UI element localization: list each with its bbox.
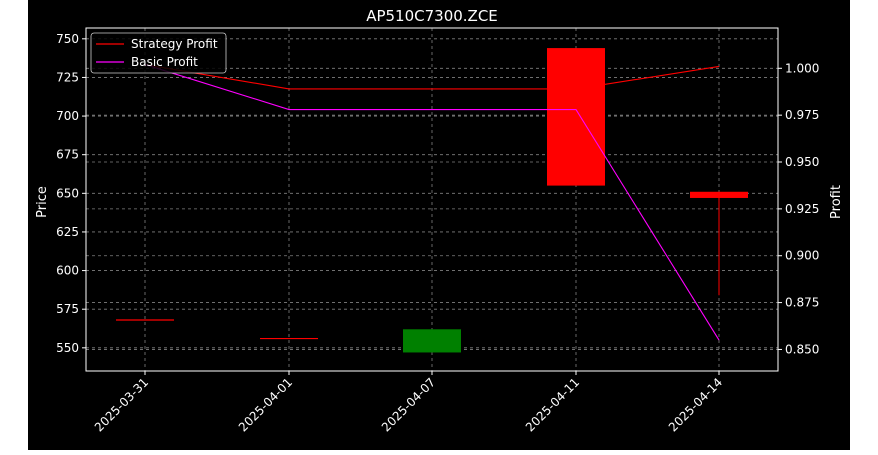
chart-title: AP510C7300.ZCE (366, 7, 498, 25)
grid (86, 28, 778, 371)
left-tick-label: 600 (56, 264, 79, 278)
right-tick-label: 1.000 (785, 61, 819, 75)
profit-lines (144, 64, 720, 341)
left-tick-label: 675 (56, 148, 79, 162)
series-line-1 (144, 64, 720, 341)
right-tick-label: 0.950 (785, 155, 819, 169)
left-tick-label: 650 (56, 186, 79, 200)
right-axis-label: Profit (829, 185, 844, 219)
right-tick-label: 0.975 (785, 108, 819, 122)
series-line-0 (144, 64, 720, 90)
figure-background (28, 0, 850, 450)
left-tick-label: 575 (56, 302, 79, 316)
left-tick-label: 700 (56, 109, 79, 123)
candle-body (547, 48, 605, 186)
legend-box (90, 32, 227, 74)
left-tick-label: 750 (56, 32, 79, 46)
legend: Strategy Profit Basic Profit (90, 32, 227, 74)
right-tick-label: 0.850 (785, 342, 819, 356)
left-axis-label: Price (35, 186, 50, 218)
right-tick-label: 0.925 (785, 202, 819, 216)
left-tick-label: 625 (56, 225, 79, 239)
candle-body (403, 329, 461, 353)
candles (116, 48, 748, 353)
legend-label: Basic Profit (131, 55, 198, 69)
right-tick-label: 0.900 (785, 249, 819, 263)
left-tick-label: 725 (56, 70, 79, 84)
candle-body (690, 191, 748, 198)
right-tick-label: 0.875 (785, 296, 819, 310)
left-tick-label: 550 (56, 341, 79, 355)
legend-label: Strategy Profit (131, 37, 218, 51)
